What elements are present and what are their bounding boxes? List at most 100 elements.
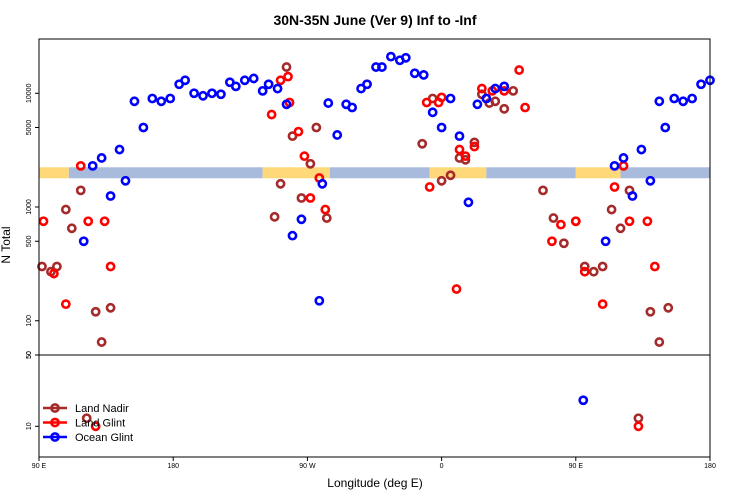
y-tick-label: 50 (26, 351, 33, 359)
lower-plot-frame (38, 354, 711, 458)
data-point (248, 73, 259, 84)
data-point (317, 178, 328, 189)
data-point (189, 88, 199, 99)
data-point (636, 144, 647, 155)
data-point (105, 191, 116, 201)
data-point (305, 193, 316, 203)
data-point (555, 219, 566, 230)
data-point (696, 79, 706, 90)
data-point (558, 238, 569, 249)
y-tick-label: 10 (26, 422, 33, 430)
data-point (105, 261, 116, 272)
y-tick-label: 10000 (26, 83, 33, 103)
data-point (87, 160, 98, 171)
data-point (436, 175, 447, 186)
land-band-segment (262, 167, 330, 179)
data-point (323, 98, 334, 108)
data-point (588, 266, 599, 277)
data-point (362, 79, 372, 90)
background-band (39, 167, 710, 179)
y-axis-title: N Total (0, 226, 13, 263)
data-point (547, 236, 557, 247)
data-point (96, 337, 107, 347)
data-point (90, 421, 101, 432)
data-point (508, 85, 519, 96)
legend: Land Nadir Land Glint Ocean Glint (43, 403, 133, 444)
data-point (624, 216, 635, 227)
data-point (520, 102, 531, 113)
data-point (105, 302, 116, 313)
data-point (114, 144, 125, 155)
legend-label: Land Glint (75, 418, 125, 430)
data-point (147, 93, 158, 104)
data-point (627, 191, 638, 201)
data-point (454, 144, 465, 155)
data-point (257, 85, 268, 96)
data-point (99, 216, 110, 227)
data-point (386, 51, 396, 62)
data-point (570, 216, 581, 227)
data-point (272, 83, 283, 94)
x-tick-label: 90 E (569, 463, 584, 470)
x-tick-label: 0 (440, 463, 444, 470)
data-point (129, 96, 140, 107)
land-band-segment (429, 167, 487, 179)
data-point (481, 93, 492, 104)
data-point (287, 131, 298, 142)
data-point (60, 204, 71, 215)
data-point (469, 141, 480, 152)
data-point (490, 96, 501, 107)
data-point (81, 413, 92, 424)
data-point (417, 138, 428, 149)
chart-title: 30N-35N June (Ver 9) Inf to -Inf (273, 12, 476, 28)
data-point (198, 90, 208, 101)
y-tick-label: 50 (26, 351, 33, 359)
data-point (165, 93, 176, 104)
data-point (654, 96, 665, 107)
data-point (66, 223, 77, 234)
data-point (156, 96, 167, 107)
data-point (296, 193, 307, 203)
data-point (606, 204, 617, 215)
data-point (600, 236, 611, 247)
data-point (499, 85, 510, 96)
data-point (275, 178, 286, 189)
data-point (296, 214, 307, 225)
data-point (424, 182, 435, 192)
data-point (266, 109, 277, 120)
data-point (609, 160, 620, 171)
data-point (49, 268, 59, 279)
y-axis-upper: 50 100 500 1000 5000 10000 (26, 83, 39, 359)
ocean-band-segment (620, 167, 710, 179)
data-point (421, 97, 432, 108)
data-point (687, 93, 698, 104)
data-point (669, 93, 680, 104)
data-point (645, 306, 656, 317)
data-point (321, 213, 332, 223)
data-point (37, 261, 47, 272)
legend-label: Ocean Glint (75, 432, 133, 444)
ocean-band-segment (68, 167, 263, 179)
y-tick-label: 100 (26, 315, 33, 327)
data-point (283, 71, 293, 82)
data-point (436, 92, 447, 103)
data-point (320, 204, 331, 215)
data-point (60, 299, 71, 310)
data-point (454, 131, 465, 142)
marks (37, 51, 715, 432)
data-point (460, 151, 471, 162)
data-point (418, 70, 429, 80)
data-point (314, 295, 325, 306)
data-point (409, 68, 420, 79)
data-point (618, 160, 629, 171)
data-point (436, 122, 447, 133)
x-tick-label: 90 E (32, 463, 47, 470)
legend-marker (50, 432, 60, 442)
x-axis-title: Longitude (deg E) (327, 476, 422, 490)
data-point (263, 79, 274, 90)
data-point (269, 211, 280, 222)
data-point (299, 151, 310, 162)
data-point (347, 102, 358, 113)
data-point (281, 62, 292, 72)
data-point (356, 83, 366, 94)
